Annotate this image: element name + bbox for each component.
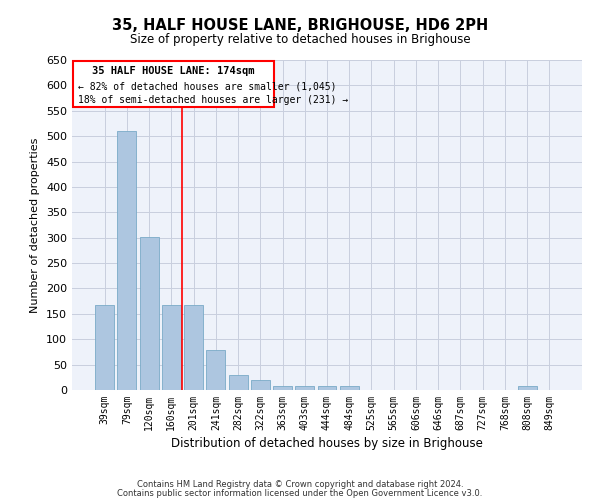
Bar [518, 386, 536, 390]
Bar [317, 386, 337, 390]
Text: ← 82% of detached houses are smaller (1,045): ← 82% of detached houses are smaller (1,… [79, 81, 337, 91]
Bar [273, 386, 292, 390]
Bar [295, 386, 314, 390]
Bar [95, 304, 114, 390]
Bar [184, 304, 203, 390]
Bar [229, 375, 248, 390]
Bar [118, 131, 136, 390]
X-axis label: Distribution of detached houses by size in Brighouse: Distribution of detached houses by size … [171, 437, 483, 450]
Text: 35, HALF HOUSE LANE, BRIGHOUSE, HD6 2PH: 35, HALF HOUSE LANE, BRIGHOUSE, HD6 2PH [112, 18, 488, 32]
Bar [340, 386, 359, 390]
FancyBboxPatch shape [73, 61, 274, 106]
Text: Size of property relative to detached houses in Brighouse: Size of property relative to detached ho… [130, 32, 470, 46]
Text: 35 HALF HOUSE LANE: 174sqm: 35 HALF HOUSE LANE: 174sqm [92, 66, 254, 76]
Text: Contains HM Land Registry data © Crown copyright and database right 2024.: Contains HM Land Registry data © Crown c… [137, 480, 463, 489]
Text: 18% of semi-detached houses are larger (231) →: 18% of semi-detached houses are larger (… [79, 95, 349, 105]
Text: Contains public sector information licensed under the Open Government Licence v3: Contains public sector information licen… [118, 488, 482, 498]
Y-axis label: Number of detached properties: Number of detached properties [31, 138, 40, 312]
Bar [162, 304, 181, 390]
Bar [251, 380, 270, 390]
Bar [206, 350, 225, 390]
Bar [140, 236, 158, 390]
